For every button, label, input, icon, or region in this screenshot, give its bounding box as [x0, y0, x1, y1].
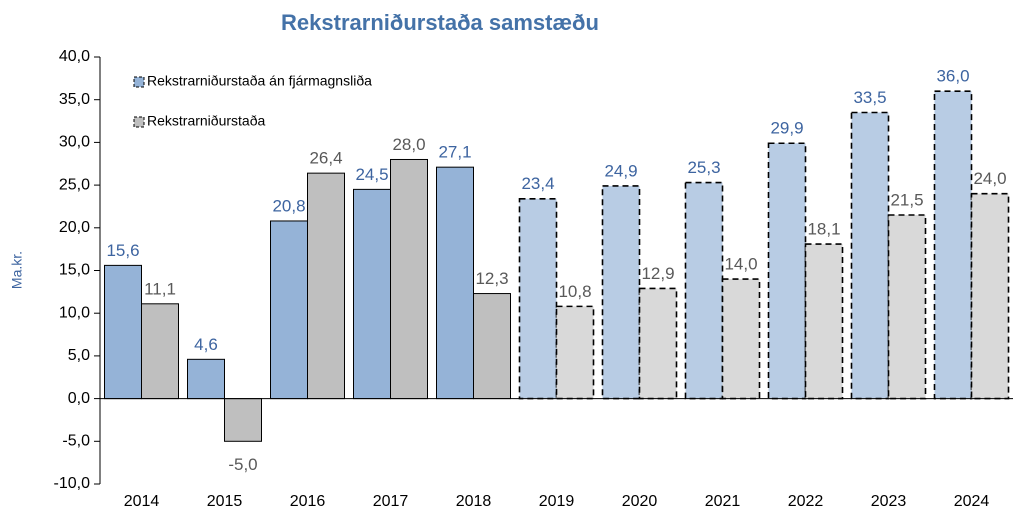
y-tick-label: 15,0 [59, 262, 90, 279]
y-tick-label: -10,0 [54, 475, 91, 492]
y-tick-label: -5,0 [62, 433, 90, 450]
bar [141, 303, 179, 400]
x-tick-label: 2019 [539, 493, 575, 510]
value-label: 28,0 [392, 135, 425, 154]
value-label: 15,6 [106, 241, 139, 260]
bar [933, 90, 973, 400]
bar [307, 172, 345, 400]
value-label: 33,5 [853, 88, 886, 107]
legend-swatch [133, 116, 145, 128]
bar [638, 287, 678, 400]
value-label: 20,8 [272, 196, 305, 215]
bar [721, 278, 761, 400]
bar [767, 142, 807, 400]
bar [555, 305, 595, 400]
x-tick-label: 2014 [124, 493, 160, 510]
bar [970, 192, 1010, 400]
value-label: 21,5 [890, 190, 923, 209]
bar [887, 214, 927, 400]
bar [353, 188, 391, 400]
value-label: 18,1 [807, 220, 840, 239]
bar [104, 264, 142, 400]
bar [224, 398, 262, 442]
x-tick-label: 2023 [871, 493, 907, 510]
chart-title: Rekstrarniðurstaða samstæðu [281, 10, 599, 35]
y-tick-label: 30,0 [59, 134, 90, 151]
value-label: 14,0 [724, 255, 757, 274]
bar [270, 220, 308, 400]
y-tick-label: 25,0 [59, 176, 90, 193]
value-label: 24,0 [973, 169, 1006, 188]
value-label: 4,6 [194, 335, 218, 354]
value-label: -5,0 [228, 455, 257, 474]
x-tick-label: 2021 [705, 493, 741, 510]
legend-swatch [133, 76, 145, 88]
value-label: 29,9 [770, 119, 803, 138]
y-tick-label: 5,0 [68, 347, 90, 364]
bar [684, 181, 724, 400]
value-label: 26,4 [309, 149, 342, 168]
bar [601, 185, 641, 400]
y-tick-label: 20,0 [59, 219, 90, 236]
value-label: 12,3 [475, 269, 508, 288]
y-tick-label: 40,0 [59, 48, 90, 65]
value-label: 12,9 [641, 264, 674, 283]
value-label: 10,8 [558, 282, 591, 301]
y-axis-label: Ma.kr. [9, 251, 25, 289]
value-label: 24,5 [355, 165, 388, 184]
value-label: 36,0 [936, 67, 969, 86]
y-tick-label: 35,0 [59, 91, 90, 108]
bar [850, 111, 890, 400]
x-tick-label: 2020 [622, 493, 658, 510]
value-label: 11,1 [144, 279, 176, 298]
legend-label: Rekstrarniðurstaða án fjármagnsliða [147, 73, 372, 89]
x-tick-label: 2017 [373, 493, 409, 510]
value-label: 24,9 [604, 161, 637, 180]
value-label: 25,3 [687, 158, 720, 177]
bar [804, 243, 844, 400]
x-tick-label: 2016 [290, 493, 326, 510]
bar [390, 158, 428, 400]
value-label: 27,1 [438, 143, 471, 162]
value-label: 23,4 [521, 174, 554, 193]
y-tick-label: 0,0 [68, 390, 90, 407]
legend-label: Rekstrarniðurstaða [147, 113, 265, 129]
bar [187, 358, 225, 400]
bar [473, 293, 511, 400]
bar [436, 166, 474, 400]
x-tick-label: 2018 [456, 493, 492, 510]
x-tick-label: 2024 [954, 493, 990, 510]
y-tick-label: 10,0 [59, 304, 90, 321]
bar [518, 197, 558, 400]
x-tick-label: 2022 [788, 493, 824, 510]
x-tick-label: 2015 [207, 493, 243, 510]
